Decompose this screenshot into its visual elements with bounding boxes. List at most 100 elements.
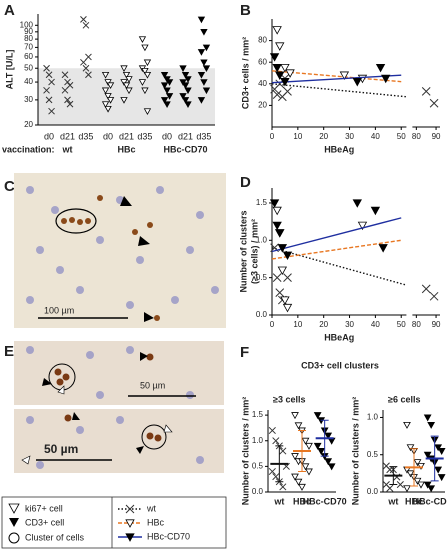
point xyxy=(80,16,87,23)
trend-line xyxy=(271,70,402,83)
subplot-title: ≥6 cells xyxy=(388,394,420,404)
point xyxy=(143,108,152,115)
x-tick-label: 10 xyxy=(293,320,302,329)
y-axis-label: ALT [U/L] xyxy=(4,50,14,90)
point xyxy=(160,71,169,79)
point xyxy=(421,284,431,294)
x-tick-label: 50 xyxy=(397,320,406,329)
x-tick-label: 40 xyxy=(371,320,380,329)
point xyxy=(268,467,276,476)
y-tick-label: 0.5 xyxy=(367,450,379,459)
legend-label: HBc xyxy=(147,517,165,527)
x-tick-label: 50 xyxy=(397,132,406,141)
point xyxy=(85,53,92,61)
point xyxy=(298,483,306,491)
point xyxy=(202,87,211,95)
point xyxy=(352,199,362,208)
point xyxy=(378,244,388,253)
point xyxy=(291,473,299,481)
x-tick-label: d35 xyxy=(196,131,211,141)
y-tick-label: 0.0 xyxy=(252,487,264,496)
point xyxy=(370,206,381,216)
point xyxy=(280,78,290,87)
y-tick-label: 1.5 xyxy=(252,410,264,419)
point xyxy=(101,71,110,79)
x-axis-label: vaccination: xyxy=(2,144,55,154)
point xyxy=(324,432,333,440)
point xyxy=(202,44,211,52)
panel-label: D xyxy=(240,174,251,191)
panel-label: E xyxy=(4,343,14,360)
y-tick-label: 1.0 xyxy=(252,436,264,445)
point xyxy=(120,65,128,73)
x-tick-label: d35 xyxy=(78,131,93,141)
point xyxy=(141,67,149,75)
point xyxy=(43,64,50,72)
sd-bar xyxy=(430,435,439,482)
point xyxy=(66,100,74,108)
point xyxy=(197,49,206,56)
point xyxy=(282,251,293,261)
point xyxy=(48,78,55,86)
legend-label: wt xyxy=(146,503,156,513)
y-tick-label: 0.5 xyxy=(256,273,268,282)
point xyxy=(317,448,326,456)
point xyxy=(275,71,285,80)
point xyxy=(160,97,169,104)
trend-line xyxy=(271,247,407,286)
y-tick-label: 90 xyxy=(24,27,33,36)
y-tick-label: 0.0 xyxy=(256,310,268,319)
point xyxy=(427,421,436,429)
point xyxy=(80,58,87,66)
point xyxy=(165,93,174,100)
point xyxy=(272,473,280,481)
x-tick-label: d21 xyxy=(119,131,134,141)
x-tick-label: d0 xyxy=(44,131,54,141)
x-tick-label: HBc-CD70 xyxy=(303,496,347,506)
point xyxy=(279,483,287,491)
point xyxy=(429,98,439,108)
point xyxy=(413,477,422,485)
x-tick-label: 90 xyxy=(432,320,441,329)
legend-label: ki67+ cell xyxy=(25,503,63,513)
y-tick-label: 0.5 xyxy=(252,461,264,470)
y-tick-label: 1.5 xyxy=(256,198,268,207)
legend-label: CD3+ cell xyxy=(25,517,64,527)
point xyxy=(305,442,313,450)
panel-label: F xyxy=(240,344,249,361)
point xyxy=(138,79,147,86)
point xyxy=(277,244,288,253)
group-label: wt xyxy=(62,144,73,154)
point xyxy=(200,29,208,36)
legend: ki67+ cell CD3+ cell Cluster of cells xyxy=(1,496,227,549)
y-axis-label: (≥3 cells) / mm² xyxy=(249,219,259,284)
trend-line xyxy=(271,74,402,84)
x-tick-label: d0 xyxy=(103,131,113,141)
point xyxy=(283,273,292,283)
point xyxy=(82,21,90,29)
x-tick-label: HBc xyxy=(405,496,423,506)
point xyxy=(101,87,110,95)
micrograph-e: 50 µm 50 µm xyxy=(14,341,224,473)
point xyxy=(269,53,280,62)
point xyxy=(357,221,368,231)
group-label: HBc-CD70 xyxy=(163,144,207,154)
x-tick-label: HBc xyxy=(293,496,311,506)
point xyxy=(106,97,115,104)
point xyxy=(386,466,394,474)
x-tick-label: d21 xyxy=(60,131,75,141)
point xyxy=(375,64,386,73)
point xyxy=(301,437,310,445)
point xyxy=(423,481,432,489)
panel-label: B xyxy=(240,2,251,19)
x-tick-label: HBc-CD70 xyxy=(413,496,447,506)
y-tick-label: 80 xyxy=(24,34,33,43)
point xyxy=(272,273,282,283)
point xyxy=(403,485,411,493)
scale-bar-label: 50 µm xyxy=(140,380,165,390)
x-tick-label: wt xyxy=(387,496,398,506)
y-axis-label: Number of clusters / mm² xyxy=(240,397,250,506)
x-tick-label: 80 xyxy=(412,320,421,329)
point xyxy=(294,422,303,430)
